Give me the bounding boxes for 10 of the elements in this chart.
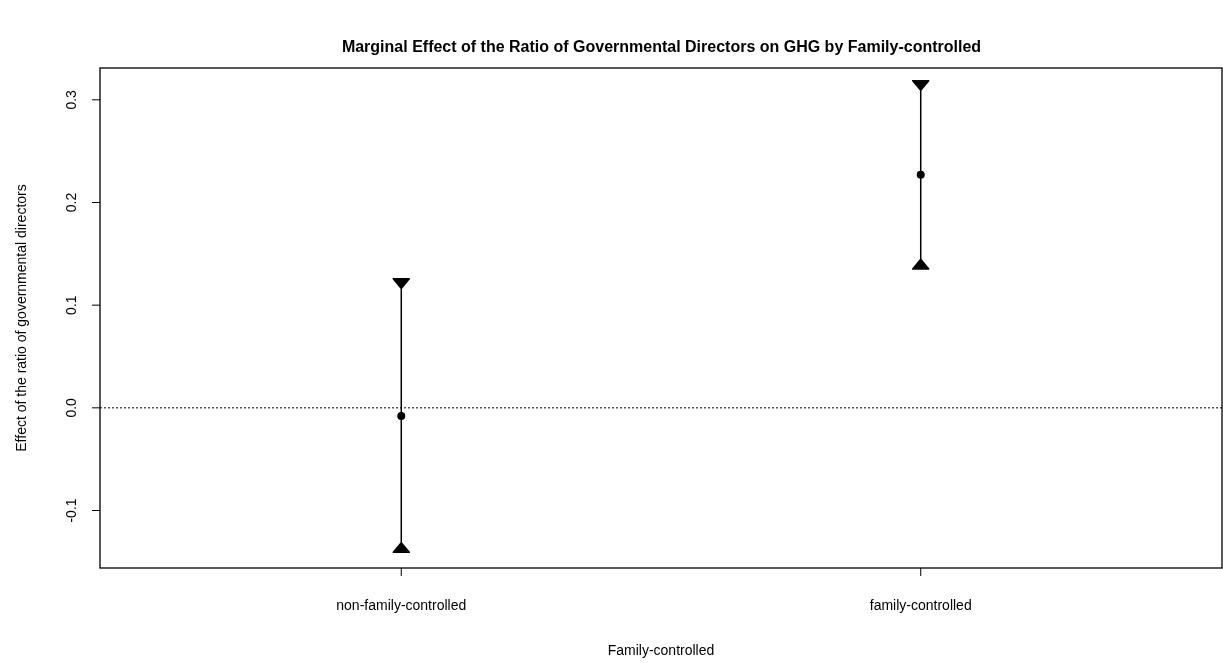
x-axis-title: Family-controlled <box>607 642 715 658</box>
y-axis-title: Effect of the ratio of governmental directors <box>13 184 29 452</box>
y-tick-label: 0.0 <box>63 397 79 418</box>
y-tick-label: 0.1 <box>63 295 79 315</box>
y-tick-label: 0.2 <box>63 192 79 213</box>
chart-title: Marginal Effect of the Ratio of Governmental Directors on GHG by Family-controlled <box>341 38 982 55</box>
y-tick-label: 0.3 <box>63 89 79 110</box>
x-tick-label: family-controlled <box>869 597 972 613</box>
y-tick-label: -0.1 <box>63 498 79 523</box>
x-tick-label: non-family-controlled <box>336 597 467 613</box>
